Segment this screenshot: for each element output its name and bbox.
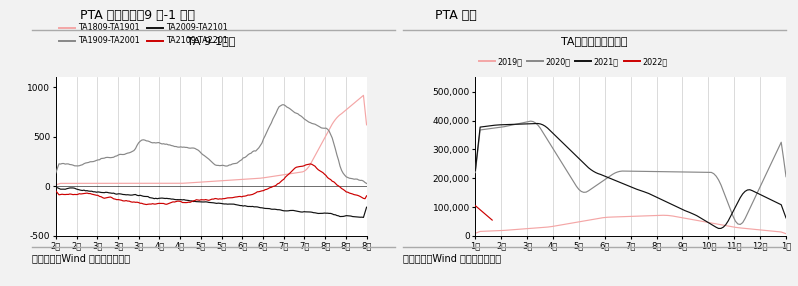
Text: 资料来源：Wind 中信期货研究部: 资料来源：Wind 中信期货研究部 bbox=[32, 253, 130, 263]
Text: TA 9-1价差: TA 9-1价差 bbox=[188, 36, 235, 46]
Text: PTA 月间价差（9 月-1 月）: PTA 月间价差（9 月-1 月） bbox=[80, 9, 195, 21]
Text: TA仓单（包括预报）: TA仓单（包括预报） bbox=[561, 36, 628, 46]
Text: PTA 仓单: PTA 仓单 bbox=[435, 9, 476, 21]
Legend: 2019年, 2020年, 2021年, 2022年: 2019年, 2020年, 2021年, 2022年 bbox=[476, 54, 670, 69]
Legend: TA1809-TA1901, TA1909-TA2001, TA2009-TA2101, TA2109-TA2201: TA1809-TA1901, TA1909-TA2001, TA2009-TA2… bbox=[56, 20, 231, 49]
Text: 资料来源：Wind 中信期货研究部: 资料来源：Wind 中信期货研究部 bbox=[403, 253, 501, 263]
